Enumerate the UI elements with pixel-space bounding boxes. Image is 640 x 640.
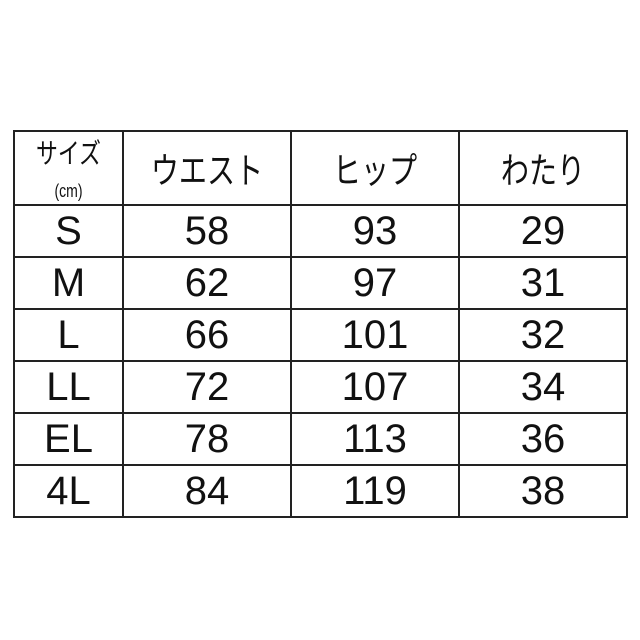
- cell-hip: 101: [290, 308, 460, 362]
- header-unit: (cm): [54, 181, 83, 201]
- table-row: S 58 93 29: [13, 204, 628, 258]
- header-size: サイズ (cm): [13, 130, 124, 206]
- cell-waist: 84: [122, 464, 292, 518]
- cell-size: 4L: [13, 464, 124, 518]
- cell-hip: 107: [290, 360, 460, 414]
- table-row: LL 72 107 34: [13, 360, 628, 414]
- cell-size: LL: [13, 360, 124, 414]
- cell-hip: 93: [290, 204, 460, 258]
- cell-waist: 72: [122, 360, 292, 414]
- cell-waist: 78: [122, 412, 292, 466]
- cell-thigh: 34: [458, 360, 628, 414]
- header-row: サイズ (cm) ウエスト ヒップ わたり: [13, 130, 628, 206]
- table-row: L 66 101 32: [13, 308, 628, 362]
- cell-waist: 66: [122, 308, 292, 362]
- cell-thigh: 36: [458, 412, 628, 466]
- header-thigh: わたり: [458, 130, 628, 206]
- cell-hip: 119: [290, 464, 460, 518]
- cell-size: M: [13, 256, 124, 310]
- header-size-label: サイズ: [36, 138, 101, 169]
- cell-waist: 58: [122, 204, 292, 258]
- size-table: サイズ (cm) ウエスト ヒップ わたり S 58 93 29 M 62 97 31 L 66…: [13, 130, 628, 518]
- header-waist: ウエスト: [122, 130, 292, 206]
- cell-thigh: 31: [458, 256, 628, 310]
- table-row: EL 78 113 36: [13, 412, 628, 466]
- header-waist-label: ウエスト: [150, 150, 264, 191]
- table-row: 4L 84 119 38: [13, 464, 628, 518]
- table-row: M 62 97 31: [13, 256, 628, 310]
- cell-size: EL: [13, 412, 124, 466]
- cell-size: S: [13, 204, 124, 258]
- cell-thigh: 29: [458, 204, 628, 258]
- cell-thigh: 38: [458, 464, 628, 518]
- header-hip-label: ヒップ: [332, 150, 418, 191]
- cell-hip: 113: [290, 412, 460, 466]
- cell-waist: 62: [122, 256, 292, 310]
- cell-thigh: 32: [458, 308, 628, 362]
- cell-size: L: [13, 308, 124, 362]
- header-hip: ヒップ: [290, 130, 460, 206]
- header-thigh-label: わたり: [500, 150, 586, 191]
- cell-hip: 97: [290, 256, 460, 310]
